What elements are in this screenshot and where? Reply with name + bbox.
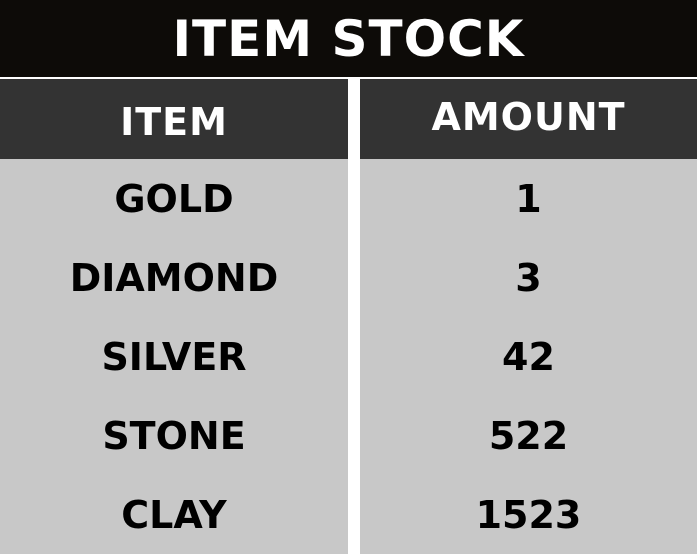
- title-bar: ITEM STOCK: [0, 0, 697, 77]
- item-cell: SILVER: [101, 334, 247, 379]
- item-cell: CLAY: [121, 492, 227, 537]
- table-title: ITEM STOCK: [172, 9, 525, 68]
- amount-cell: 3: [515, 255, 542, 300]
- amount-cell: 42: [502, 334, 555, 379]
- item-column: ITEM GOLD DIAMOND SILVER STONE CLAY: [0, 79, 348, 554]
- item-cell: STONE: [102, 413, 246, 458]
- amount-column-header: AMOUNT: [360, 79, 697, 159]
- amount-column-body: 1 3 42 522 1523: [360, 159, 697, 554]
- item-column-header: ITEM: [0, 79, 348, 159]
- amount-cell: 1523: [475, 492, 582, 537]
- item-cell: DIAMOND: [69, 255, 279, 300]
- item-column-body: GOLD DIAMOND SILVER STONE CLAY: [0, 159, 348, 554]
- amount-column: AMOUNT 1 3 42 522 1523: [360, 79, 697, 554]
- amount-cell: 522: [488, 413, 569, 458]
- amount-cell: 1: [515, 176, 542, 221]
- item-cell: GOLD: [114, 176, 234, 221]
